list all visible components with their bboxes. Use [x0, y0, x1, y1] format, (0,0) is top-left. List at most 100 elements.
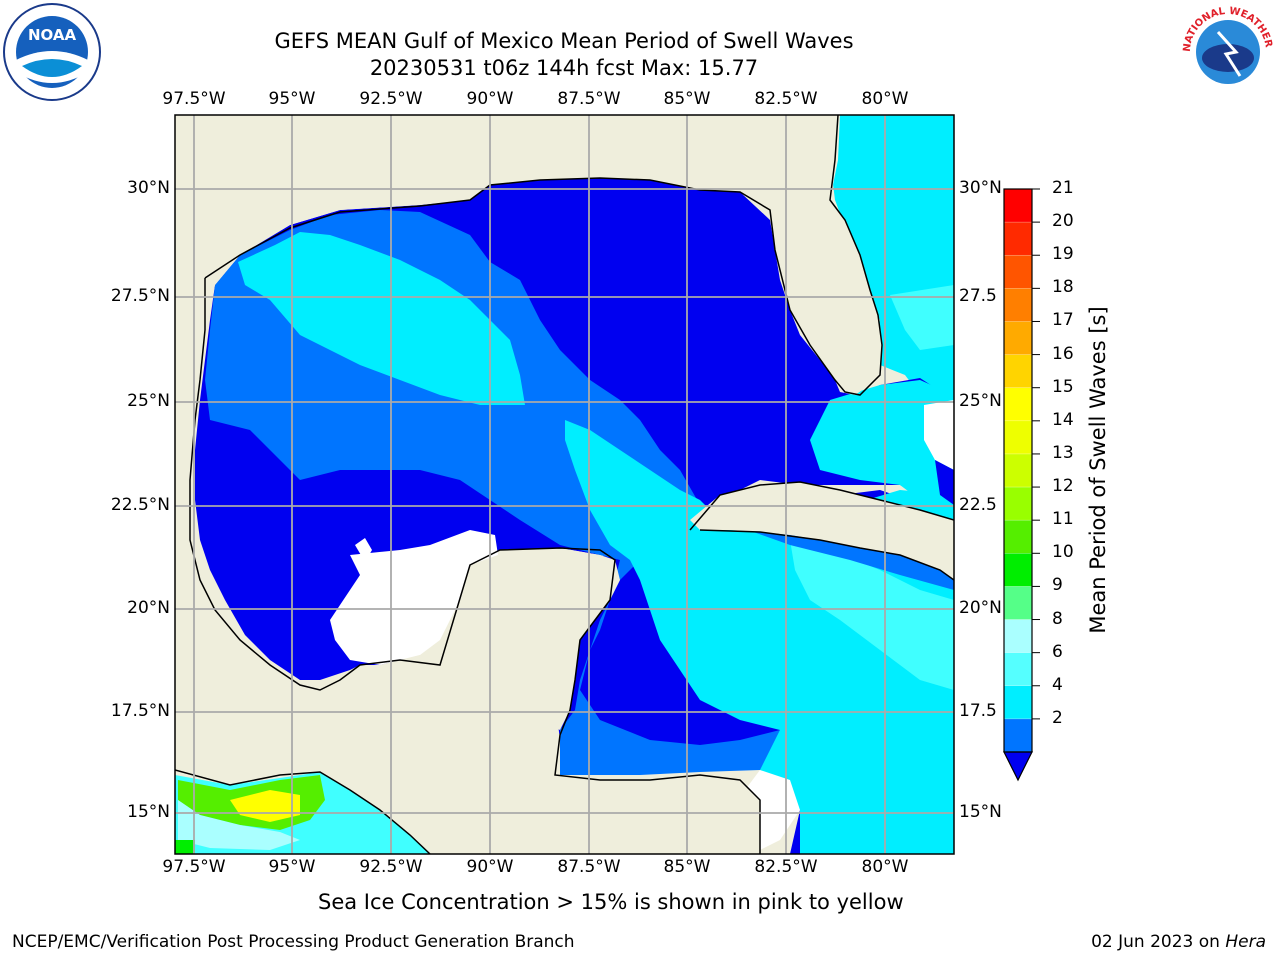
- footer-date: 02 Jun 2023 on: [1091, 932, 1226, 952]
- pacific-green-corner: [175, 840, 195, 854]
- lat-tick-label: 30°N: [959, 178, 1002, 198]
- coastline-mexico: [189, 278, 761, 854]
- colorbar-swatch: [1004, 321, 1032, 356]
- colorbar-tick-label: 19: [1052, 244, 1074, 265]
- lon-tick-label: 87.5°W: [557, 857, 621, 877]
- no-data-patch-small: [355, 538, 372, 562]
- straits-white: [924, 400, 954, 470]
- colorbar-swatch: [1004, 553, 1032, 587]
- coastline-gulf: [204, 115, 883, 396]
- straits-region: [810, 380, 954, 510]
- colorbar-tick-label: 15: [1052, 376, 1074, 397]
- lat-tick-label: 17.5: [959, 701, 997, 721]
- lat-tick-label: 17.5°N: [110, 701, 170, 721]
- lon-tick-label: 80°W: [861, 857, 909, 877]
- colorbar-tick-label: 13: [1052, 442, 1074, 463]
- pacific-yellow: [230, 790, 300, 822]
- colorbar-swatch: [1004, 718, 1032, 753]
- colorbar-swatch: [1004, 685, 1032, 720]
- lon-tick-label: 82.5°W: [754, 857, 818, 877]
- colorbar-tick-label: 12: [1052, 476, 1074, 497]
- lon-tick-label: 95°W: [268, 89, 316, 109]
- swell-6-8-caribbean: [790, 540, 954, 690]
- swell-4-6-nw: [238, 232, 525, 405]
- map-frame: [174, 114, 955, 855]
- colorbar-tick-label: 2: [1052, 707, 1063, 728]
- colorbar-swatch: [1004, 387, 1032, 422]
- chart-subtitle: 20230531 t06z 144h fcst Max: 15.77: [369, 56, 759, 80]
- colorbar-swatch: [1004, 586, 1032, 621]
- colorbar-tick-label: 4: [1052, 674, 1063, 695]
- coastline-pacific: [175, 769, 431, 854]
- coastline-cuba: [689, 481, 954, 581]
- lon-tick-label: 85°W: [663, 857, 711, 877]
- straits-deep: [935, 460, 954, 505]
- lat-tick-label: 20°N: [127, 598, 170, 618]
- colorbar-swatch: [1004, 453, 1032, 488]
- lon-tick-label: 92.5°W: [359, 89, 423, 109]
- colorbar-swatch: [1004, 420, 1032, 455]
- colorbar-swatch: [1004, 619, 1032, 654]
- lat-tick-label: 15°N: [959, 802, 1002, 822]
- lat-tick-label: 27.5: [959, 286, 997, 306]
- colorbar-tick-label: 10: [1052, 542, 1074, 563]
- nws-logo: NATIONAL WEATHER SERVICE: [1178, 2, 1276, 100]
- swell-deep-caribbean-strip: [720, 520, 954, 590]
- colorbar-swatch: [1004, 652, 1032, 687]
- no-data-patch: [330, 530, 498, 665]
- colorbar-tick-label: 20: [1052, 211, 1074, 232]
- colorbar-tick-label: 9: [1052, 575, 1063, 596]
- sea-ice-note: Sea Ice Concentration > 15% is shown in …: [318, 890, 904, 914]
- colorbar-label: Mean Period of Swell Waves [s]: [1086, 306, 1110, 634]
- colorbar-tick-label: 8: [1052, 608, 1063, 629]
- lat-tick-label: 25°N: [127, 391, 170, 411]
- lat-tick-label: 22.5°N: [110, 495, 170, 515]
- lon-tick-label: 82.5°W: [754, 89, 818, 109]
- colorbar-tick-label: 17: [1052, 310, 1074, 331]
- lon-tick-label: 90°W: [466, 857, 514, 877]
- lon-tick-label: 97.5°W: [162, 89, 226, 109]
- colorbar-swatch: [1004, 487, 1032, 521]
- colorbar-swatch: [1004, 288, 1032, 322]
- colorbar-tick-label: 6: [1052, 641, 1063, 662]
- colorbar-tick-label: 21: [1052, 178, 1074, 198]
- lon-tick-label: 87.5°W: [557, 89, 621, 109]
- colorbar-tick-label: 11: [1052, 509, 1074, 530]
- pacific-lightgreen: [178, 800, 300, 850]
- chart-title: GEFS MEAN Gulf of Mexico Mean Period of …: [274, 29, 854, 53]
- lat-tick-label: 20°N: [959, 598, 1002, 618]
- colorbar-tick-label: 14: [1052, 409, 1074, 430]
- yucatan-land: [440, 548, 620, 730]
- graticule: [175, 115, 954, 854]
- noaa-logo-text: NOAA: [28, 26, 77, 44]
- lat-tick-label: 30°N: [127, 178, 170, 198]
- lon-tick-label: 80°W: [861, 89, 909, 109]
- map-content: [175, 115, 954, 854]
- footer-host: Hera: [1225, 932, 1266, 952]
- lon-tick-label: 85°W: [663, 89, 711, 109]
- colorbar-tick-label: 18: [1052, 277, 1074, 298]
- colorbar-swatch: [1004, 189, 1032, 223]
- lon-tick-label: 95°W: [268, 857, 316, 877]
- footer-left: NCEP/EMC/Verification Post Processing Pr…: [12, 932, 575, 952]
- lat-tick-label: 27.5°N: [110, 286, 170, 306]
- colorbar-swatch: [1004, 354, 1032, 389]
- colorbar-swatch: [1004, 222, 1032, 256]
- lat-tick-label: 25°N: [959, 391, 1002, 411]
- colorbar-swatch: [1004, 255, 1032, 289]
- lon-tick-label: 92.5°W: [359, 857, 423, 877]
- lon-tick-label: 90°W: [466, 89, 514, 109]
- atlantic-light-patch: [890, 285, 954, 350]
- colorbar-tick-label: 16: [1052, 343, 1074, 364]
- florida-land: [740, 192, 882, 395]
- lat-tick-label: 22.5: [959, 495, 997, 515]
- colorbar-frame: [1003, 188, 1033, 753]
- noaa-logo: NOAA: [3, 3, 101, 101]
- colorbar-swatch: [1004, 520, 1032, 554]
- colorbar-extend-arrow: [1003, 751, 1033, 782]
- lon-tick-label: 97.5°W: [162, 857, 226, 877]
- lat-tick-label: 15°N: [127, 802, 170, 822]
- footer-right: 02 Jun 2023 on Hera: [1091, 932, 1266, 952]
